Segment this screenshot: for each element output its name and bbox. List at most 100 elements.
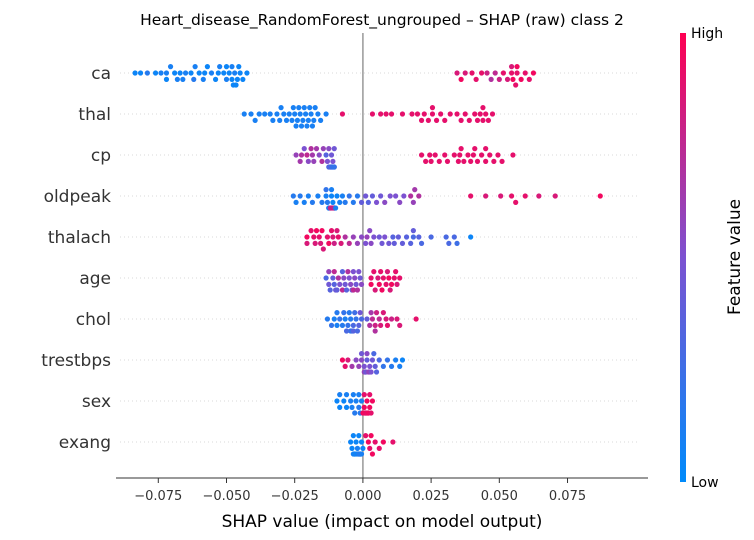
- shap-point-ca: [508, 70, 515, 76]
- shap-point-age: [335, 275, 341, 281]
- shap-point-thal: [480, 105, 486, 111]
- shap-point-chol: [324, 316, 331, 322]
- shap-point-exang: [372, 439, 378, 445]
- shap-point-oldpeak: [522, 193, 528, 199]
- shap-point-cp: [495, 152, 501, 158]
- shap-point-thal: [307, 105, 313, 111]
- shap-point-ca: [454, 70, 460, 76]
- shap-point-ca: [236, 64, 242, 70]
- shap-point-oldpeak: [309, 199, 316, 205]
- shap-point-oldpeak: [342, 199, 348, 205]
- shap-point-trestbps: [345, 357, 351, 363]
- shap-point-ca: [200, 76, 206, 82]
- x-tick-label: 0.025: [412, 489, 449, 504]
- shap-point-chol: [341, 310, 347, 316]
- shap-point-cp: [483, 158, 489, 164]
- shap-point-thal: [429, 105, 436, 111]
- shap-point-ca: [182, 70, 189, 76]
- shap-point-ca: [233, 82, 239, 88]
- shap-point-sex: [334, 398, 340, 404]
- shap-point-sex: [369, 398, 376, 404]
- shap-point-ca: [510, 76, 516, 82]
- shap-point-chol: [384, 322, 391, 328]
- shap-point-sex: [364, 398, 370, 404]
- shap-point-oldpeak: [410, 199, 416, 205]
- shap-point-age: [352, 275, 358, 281]
- shap-point-thal: [274, 111, 280, 117]
- shap-point-cp: [470, 152, 476, 158]
- shap-point-thalach: [382, 234, 388, 240]
- shap-point-sex: [361, 404, 367, 410]
- shap-point-thalach: [334, 228, 340, 234]
- shap-point-cp: [444, 158, 451, 164]
- shap-point-chol: [337, 316, 343, 322]
- shap-point-thalach: [364, 234, 370, 240]
- shap-point-ca: [514, 64, 520, 70]
- feature-label-trestbps: trestbps: [41, 351, 111, 371]
- shap-point-oldpeak: [290, 193, 296, 199]
- shap-point-thal: [296, 105, 302, 111]
- feature-label-chol: chol: [76, 310, 111, 330]
- shap-point-oldpeak: [328, 187, 335, 193]
- shap-point-trestbps: [342, 363, 348, 369]
- shap-point-trestbps: [393, 357, 399, 363]
- shap-point-thal: [409, 111, 415, 117]
- shap-point-age: [383, 281, 389, 287]
- shap-point-thal: [241, 111, 247, 117]
- shap-point-exang: [356, 433, 362, 439]
- shap-point-age: [376, 281, 382, 287]
- shap-point-thalach: [331, 240, 337, 246]
- shap-point-thal: [311, 117, 317, 123]
- shap-point-thal: [262, 111, 268, 117]
- shap-point-oldpeak: [293, 199, 299, 205]
- shap-point-trestbps: [397, 363, 403, 369]
- shap-point-thalach: [354, 240, 361, 246]
- shap-point-age: [331, 281, 337, 287]
- shap-point-chol: [350, 328, 356, 334]
- shap-point-oldpeak: [401, 193, 407, 199]
- shap-point-ca: [492, 70, 498, 76]
- shap-point-cp: [311, 158, 317, 164]
- shap-point-thalach: [304, 234, 310, 240]
- shap-point-cp: [457, 152, 463, 158]
- shap-point-age: [353, 281, 359, 287]
- shap-point-oldpeak: [416, 193, 422, 199]
- shap-point-ca: [229, 76, 235, 82]
- shap-point-thal: [315, 111, 321, 117]
- shap-point-thal: [301, 105, 307, 111]
- shap-point-ca: [508, 64, 515, 70]
- shap-point-ca: [158, 70, 164, 76]
- shap-point-oldpeak: [365, 199, 371, 205]
- shap-point-exang: [348, 439, 354, 445]
- shap-point-ca: [244, 70, 250, 76]
- shap-point-ca: [163, 76, 170, 82]
- shap-point-ca: [188, 70, 194, 76]
- shap-point-trestbps: [361, 363, 367, 369]
- shap-point-age: [358, 281, 365, 287]
- shap-point-ca: [180, 76, 186, 82]
- shap-point-thal: [248, 111, 254, 117]
- shap-point-cp: [468, 158, 474, 164]
- shap-point-ca: [152, 70, 159, 76]
- feature-label-sex: sex: [82, 392, 111, 412]
- shap-point-thalach: [313, 228, 320, 234]
- shap-point-ca: [137, 70, 144, 76]
- shap-point-ca: [204, 64, 210, 70]
- shap-point-thalach: [391, 240, 397, 246]
- shap-point-chol: [357, 310, 363, 316]
- shap-point-chol: [334, 310, 340, 316]
- x-axis-label: SHAP value (impact on model output): [222, 512, 543, 532]
- shap-point-chol: [364, 316, 370, 322]
- shap-point-oldpeak: [483, 193, 489, 199]
- shap-point-thal: [303, 111, 309, 117]
- shap-point-trestbps: [399, 357, 406, 363]
- shap-point-chol: [339, 322, 346, 328]
- shap-point-age: [388, 281, 395, 287]
- chart-title: Heart_disease_RandomForest_ungrouped – S…: [140, 11, 624, 30]
- shap-point-sex: [343, 404, 350, 410]
- shap-point-age: [327, 287, 333, 293]
- shap-point-age: [357, 275, 363, 281]
- shap-point-exang: [368, 433, 374, 439]
- x-tick-label: −0.075: [134, 489, 182, 504]
- shap-point-thalach: [468, 234, 474, 240]
